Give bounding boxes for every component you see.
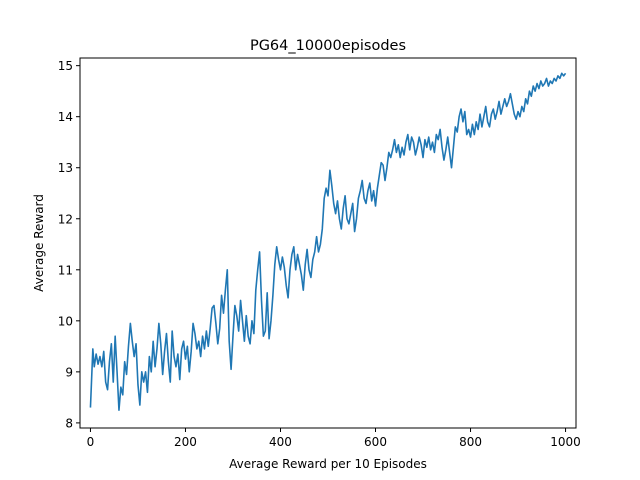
x-axis-label: Average Reward per 10 Episodes <box>229 457 427 471</box>
y-tick-label: 8 <box>65 416 73 430</box>
y-tick-label: 15 <box>58 59 73 73</box>
y-tick-label: 9 <box>65 365 73 379</box>
x-tick-label: 400 <box>269 435 292 449</box>
x-tick-label: 600 <box>364 435 387 449</box>
y-axis: 8 9 10 11 12 13 14 15 <box>58 59 80 430</box>
plot-frame <box>79 57 577 429</box>
y-tick-label: 14 <box>58 110 73 124</box>
y-tick-label: 10 <box>58 314 73 328</box>
chart-title: PG64_10000episodes <box>250 38 406 54</box>
y-tick-label: 11 <box>58 263 73 277</box>
x-tick-label: 0 <box>87 435 95 449</box>
x-tick-label: 1000 <box>550 435 581 449</box>
x-tick-label: 800 <box>459 435 482 449</box>
series-layer <box>89 72 567 411</box>
y-tick-label: 12 <box>58 212 73 226</box>
y-tick-label: 13 <box>58 161 73 175</box>
y-axis-label: Average Reward <box>32 194 46 292</box>
series-line-0 <box>89 72 567 411</box>
x-tick-label: 200 <box>174 435 197 449</box>
x-axis: 0 200 400 600 800 1000 <box>87 428 581 449</box>
